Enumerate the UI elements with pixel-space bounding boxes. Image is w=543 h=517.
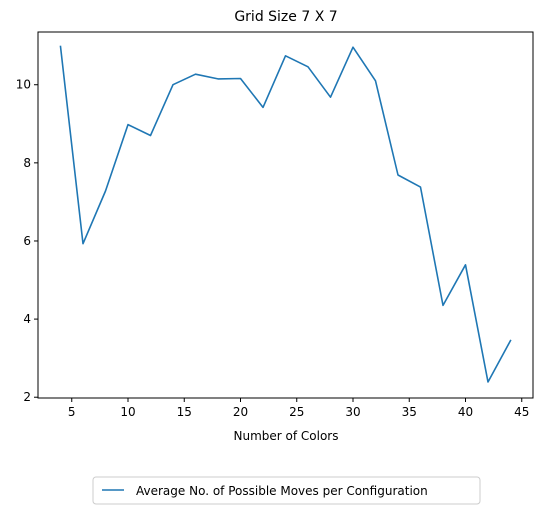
x-tick-label: 35 [402,405,417,419]
axes: 5 10 15 20 25 30 35 40 45 2 4 6 8 10 [16,31,534,419]
plot-frame [37,31,534,399]
legend-label: Average No. of Possible Moves per Config… [136,484,428,498]
x-tick-label: 25 [289,405,304,419]
y-tick-label: 6 [23,234,31,248]
x-tick-label: 5 [68,405,76,419]
x-tick-label: 15 [177,405,192,419]
y-tick-label: 2 [23,390,31,404]
x-axis-label: Number of Colors [234,429,339,443]
legend: Average No. of Possible Moves per Config… [92,476,481,505]
x-tick-label: 20 [233,405,248,419]
x-tick-label: 30 [345,405,360,419]
plot-area [59,45,512,383]
y-tick-label: 8 [23,156,31,170]
x-tick-label: 10 [120,405,135,419]
legend-frame [92,476,481,505]
x-tick-label: 40 [458,405,473,419]
chart-title: Grid Size 7 X 7 [234,9,337,25]
x-tick-label: 45 [514,405,529,419]
series-line-0 [59,45,512,383]
y-tick-label: 4 [23,312,31,326]
y-tick-label: 10 [16,78,31,92]
